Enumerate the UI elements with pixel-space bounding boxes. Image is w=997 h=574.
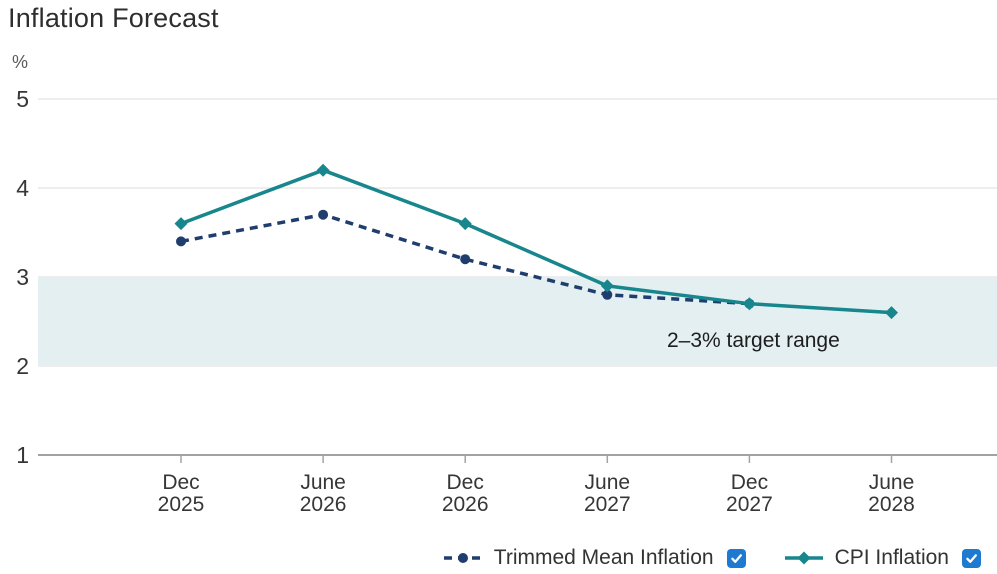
trimmed-mean-inflation-point[interactable] [460, 254, 471, 265]
trimmed-mean-line-sample-icon [443, 553, 482, 563]
x-tick-label: June [869, 471, 915, 494]
x-tick-label: 2026 [300, 493, 347, 516]
cpi-inflation-point[interactable] [458, 217, 472, 231]
legend-item-trimmed-mean-inflation[interactable]: Trimmed Mean Inflation [443, 546, 746, 570]
x-tick-label: 2025 [158, 493, 205, 516]
checkmark-icon [730, 553, 742, 563]
legend-item-cpi-inflation[interactable]: CPI Inflation [784, 546, 981, 570]
y-tick-label: 1 [16, 442, 29, 468]
legend-sample-marker [457, 553, 468, 563]
x-tick-label: 2028 [868, 493, 915, 516]
y-tick-label: 5 [16, 86, 29, 112]
trimmed-mean-inflation-point[interactable] [602, 289, 613, 300]
y-tick-label: 4 [16, 175, 29, 201]
x-tick-label: June [300, 471, 346, 494]
legend: Trimmed Mean Inflation CPI Inflation [443, 546, 981, 570]
y-tick-label: 2 [16, 353, 29, 379]
cpi-inflation-point[interactable] [174, 217, 188, 231]
y-axis-unit-label: % [12, 52, 29, 72]
chart-title: Inflation Forecast [8, 3, 219, 33]
target-band [38, 277, 997, 366]
cpi-inflation-point[interactable] [600, 279, 614, 293]
checkmark-icon [966, 553, 977, 563]
x-tick-label: 2027 [726, 493, 773, 516]
trimmed-mean-inflation-point[interactable] [318, 209, 329, 220]
cpi-inflation-point[interactable] [885, 306, 898, 320]
x-tick-label: Dec [731, 471, 768, 494]
x-tick-label: Dec [162, 471, 199, 494]
y-tick-label: 3 [16, 264, 29, 290]
cpi-inflation-point[interactable] [742, 297, 756, 311]
target-band-label: 2–3% target range [667, 329, 840, 352]
legend-label-cpi-inflation: CPI Inflation [834, 546, 949, 569]
cpi-checkbox[interactable] [962, 548, 981, 568]
cpi-inflation-point[interactable] [316, 163, 330, 177]
cpi-line-sample-icon [784, 551, 823, 565]
x-tick-label: 2026 [442, 493, 489, 516]
x-tick-label: Dec [447, 471, 484, 494]
x-tick-label: 2027 [584, 493, 631, 516]
x-tick-label: June [585, 471, 631, 494]
trimmed-mean-inflation-point[interactable] [176, 236, 186, 247]
legend-label-trimmed-mean-inflation: Trimmed Mean Inflation [493, 546, 714, 569]
legend-sample-marker [797, 551, 811, 565]
cpi-inflation-line [180, 168, 892, 315]
trimmed-mean-checkbox[interactable] [726, 548, 746, 568]
